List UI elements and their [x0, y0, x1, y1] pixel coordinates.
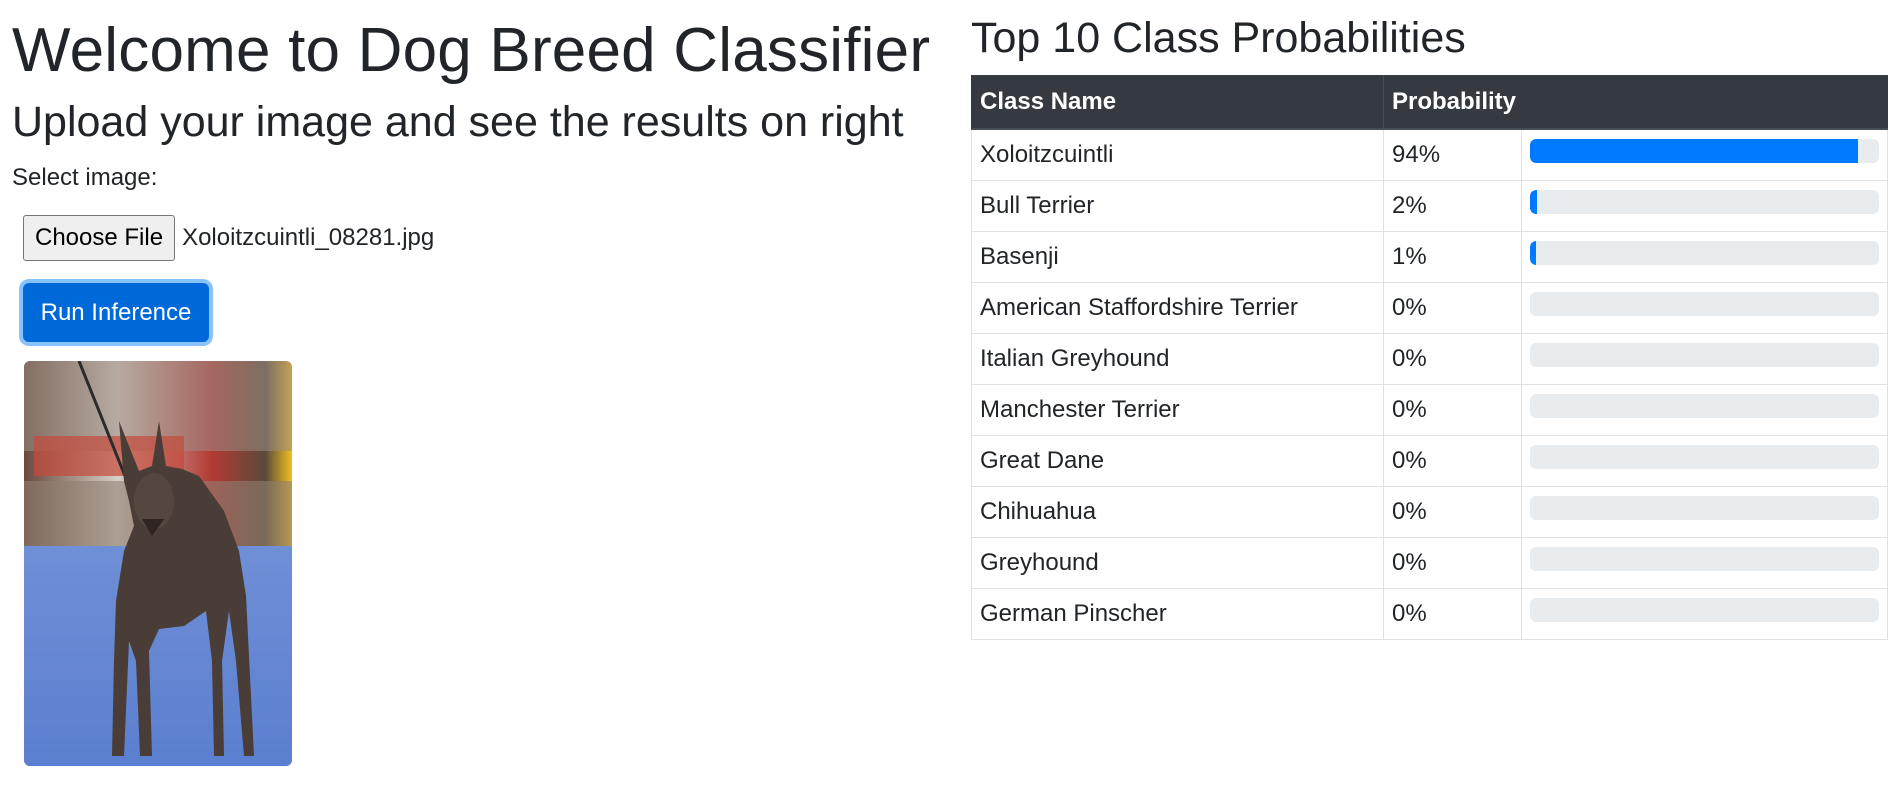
column-header-probability: Probability: [1383, 75, 1888, 130]
select-image-label: Select image:: [12, 164, 158, 191]
probability-bar-cell: [1521, 537, 1888, 589]
probability-bar-cell: [1521, 282, 1888, 334]
probability-bar-cell: [1521, 128, 1888, 181]
selected-file-name: Xoloitzcuintli_08281.jpg: [182, 224, 435, 251]
progress-bar-fill: [1530, 139, 1859, 163]
progress-bar: [1530, 496, 1879, 520]
table-row: Bull Terrier 2%: [971, 180, 1888, 232]
class-name-cell: Chihuahua: [971, 486, 1384, 538]
progress-bar: [1530, 598, 1879, 622]
progress-bar: [1530, 241, 1879, 265]
results-title: Top 10 Class Probabilities: [971, 14, 1466, 62]
progress-bar: [1530, 394, 1879, 418]
table-row: German Pinscher 0%: [971, 588, 1888, 640]
page-title: Welcome to Dog Breed Classifier: [12, 16, 931, 85]
probability-cell: 0%: [1383, 588, 1522, 640]
probability-bar-cell: [1521, 384, 1888, 436]
probability-bar-cell: [1521, 588, 1888, 640]
class-name-cell: Greyhound: [971, 537, 1384, 589]
class-name-cell: German Pinscher: [971, 588, 1384, 640]
class-name-cell: Italian Greyhound: [971, 333, 1384, 385]
file-input[interactable]: Choose File Xoloitzcuintli_08281.jpg: [23, 215, 942, 261]
table-row: Greyhound 0%: [971, 537, 1888, 589]
probability-cell: 0%: [1383, 384, 1522, 436]
progress-bar: [1530, 190, 1879, 214]
probability-table: Class Name Probability Xoloitzcuintli 94%…: [971, 75, 1888, 640]
class-name-cell: Bull Terrier: [971, 180, 1384, 232]
table-header-row: Class Name Probability: [971, 75, 1888, 130]
probability-bar-cell: [1521, 333, 1888, 385]
column-header-class-name: Class Name: [971, 75, 1384, 130]
uploaded-dog-image: [24, 361, 292, 766]
probability-table-body: Xoloitzcuintli 94% Bull Terrier 2% Basenji 1%…: [971, 128, 1888, 640]
upload-panel: Welcome to Dog Breed Classifier Upload y…: [12, 10, 942, 766]
results-panel: Top 10 Class Probabilities Class Name Pr…: [971, 10, 1888, 640]
progress-bar: [1530, 547, 1879, 571]
probability-bar-cell: [1521, 435, 1888, 487]
progress-bar-fill: [1530, 241, 1536, 265]
table-row: Italian Greyhound 0%: [971, 333, 1888, 385]
choose-file-button[interactable]: Choose File: [23, 215, 176, 261]
class-name-cell: Basenji: [971, 231, 1384, 283]
probability-cell: 0%: [1383, 486, 1522, 538]
probability-bar-cell: [1521, 231, 1888, 283]
progress-bar: [1530, 139, 1879, 163]
probability-cell: 0%: [1383, 537, 1522, 589]
table-row: Basenji 1%: [971, 231, 1888, 283]
table-row: Manchester Terrier 0%: [971, 384, 1888, 436]
probability-cell: 0%: [1383, 435, 1522, 487]
probability-cell: 0%: [1383, 282, 1522, 334]
probability-cell: 2%: [1383, 180, 1522, 232]
table-row: Great Dane 0%: [971, 435, 1888, 487]
run-inference-button[interactable]: Run Inference: [23, 283, 209, 342]
probability-cell: 94%: [1383, 128, 1522, 181]
probability-bar-cell: [1521, 486, 1888, 538]
page-subtitle: Upload your image and see the results on…: [12, 98, 904, 146]
probability-cell: 0%: [1383, 333, 1522, 385]
progress-bar: [1530, 445, 1879, 469]
probability-bar-cell: [1521, 180, 1888, 232]
table-row: Xoloitzcuintli 94%: [971, 128, 1888, 181]
table-row: American Staffordshire Terrier 0%: [971, 282, 1888, 334]
progress-bar: [1530, 292, 1879, 316]
progress-bar: [1530, 343, 1879, 367]
progress-bar-fill: [1530, 190, 1537, 214]
class-name-cell: Great Dane: [971, 435, 1384, 487]
class-name-cell: Xoloitzcuintli: [971, 128, 1384, 181]
class-name-cell: Manchester Terrier: [971, 384, 1384, 436]
class-name-cell: American Staffordshire Terrier: [971, 282, 1384, 334]
table-row: Chihuahua 0%: [971, 486, 1888, 538]
probability-cell: 1%: [1383, 231, 1522, 283]
